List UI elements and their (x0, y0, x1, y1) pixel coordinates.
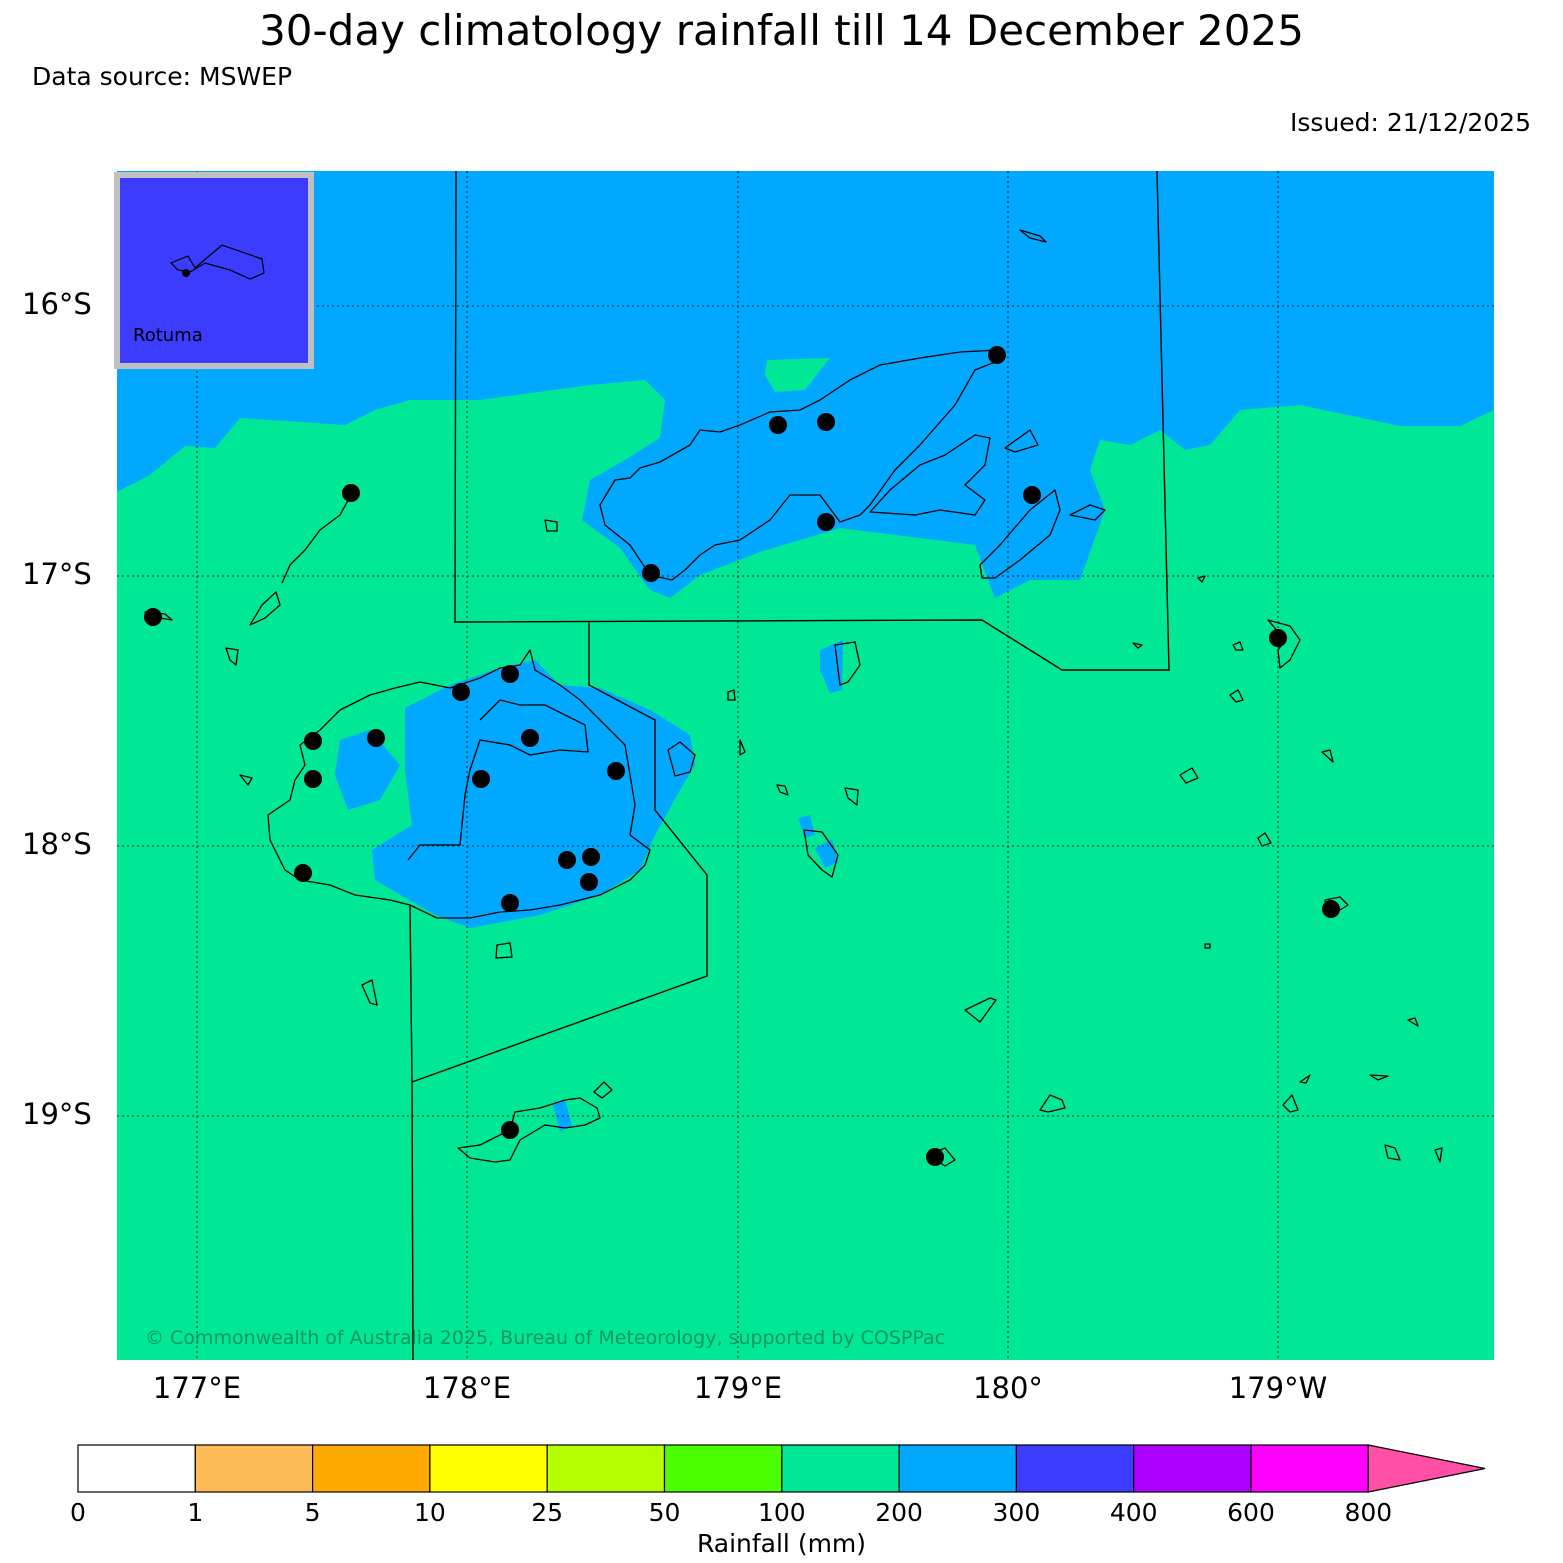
station-marker (988, 346, 1006, 364)
station-marker (642, 564, 660, 582)
lon-label-179e: 179°E (693, 1371, 783, 1405)
colorbar-tick-label: 1 (187, 1498, 204, 1527)
data-source: Data source: MSWEP (32, 62, 293, 91)
station-marker (580, 873, 598, 891)
lat-label-16s: 16°S (22, 287, 92, 321)
colorbar-segment (1015, 1444, 1135, 1493)
colorbar-tick-label: 50 (648, 1498, 681, 1527)
colorbar-segment (1133, 1444, 1252, 1493)
division-boundaries (409, 170, 1170, 1361)
lon-label-177e: 177°E (152, 1371, 242, 1405)
rainfall-zone-200-300-east (820, 640, 843, 693)
station-marker (501, 894, 519, 912)
station-marker (817, 513, 835, 531)
lon-label-179w: 179°W (1228, 1371, 1328, 1405)
map-title: 30-day climatology rainfall till 14 Dece… (259, 6, 1304, 55)
colorbar-tick-label: 800 (1344, 1498, 1393, 1527)
copyright-notice: © Commonwealth of Australia 2025, Bureau… (145, 1327, 946, 1349)
colorbar-tick-label: 25 (531, 1498, 564, 1527)
colorbar-segment (312, 1444, 431, 1493)
graticule (117, 171, 1494, 1360)
station-marker (607, 762, 625, 780)
station-marker (817, 413, 835, 431)
colorbar-label: Rainfall (mm) (696, 1529, 867, 1558)
station-marker (452, 683, 470, 701)
rainfall-zone-200-300-west (335, 730, 400, 810)
station-marker (769, 416, 787, 434)
lat-label-18s: 18°S (22, 827, 92, 861)
issued-date: Issued: 21/12/2025 (1290, 108, 1531, 137)
colorbar-segment (1250, 1444, 1369, 1493)
colorbar-segment (429, 1444, 548, 1493)
station-marker (472, 770, 490, 788)
inset-label: Rotuma (133, 325, 203, 346)
station-marker (501, 1121, 519, 1139)
lat-label-17s: 17°S (22, 557, 92, 591)
station-marker (294, 864, 312, 882)
station-marker (1023, 486, 1041, 504)
colorbar-tick-label: 100 (757, 1498, 806, 1527)
colorbar-tick-label: 5 (304, 1498, 321, 1527)
colorbar-segment (77, 1444, 196, 1493)
station-marker (304, 732, 322, 750)
station-marker (1322, 900, 1340, 918)
station-marker (1269, 629, 1287, 647)
station-marker (342, 484, 360, 502)
station-marker (144, 608, 162, 626)
station-marker (582, 848, 600, 866)
station-marker (304, 770, 322, 788)
colorbar-tick-label: 300 (992, 1498, 1041, 1527)
coastlines (144, 229, 1443, 1167)
station-marker (558, 851, 576, 869)
colorbar-segment (194, 1444, 314, 1493)
rainfall-zone-200-300-vitilevu (372, 660, 695, 928)
station-marker (501, 665, 519, 683)
colorbar-segment (898, 1444, 1017, 1493)
colorbar-segment (781, 1444, 900, 1493)
colorbar-segment (546, 1444, 666, 1493)
rotuma-inset: Rotuma (114, 172, 314, 369)
station-marker (521, 729, 539, 747)
lat-label-19s: 19°S (22, 1097, 92, 1131)
rainfall-zone-200-300-patch (765, 358, 830, 392)
station-marker (367, 729, 385, 747)
colorbar-tick-label: 600 (1227, 1498, 1275, 1527)
colorbar-tick-label: 10 (413, 1498, 446, 1527)
lon-label-178e: 178°E (422, 1371, 512, 1405)
station-marker (926, 1148, 944, 1166)
colorbar-extend-arrow (1367, 1444, 1486, 1493)
colorbar-tick-label: 200 (875, 1498, 923, 1527)
colorbar-tick-label: 400 (1109, 1498, 1158, 1527)
lon-label-180: 180° (973, 1371, 1043, 1405)
rain-gauge-stations (144, 346, 1340, 1166)
colorbar-tick-label: 0 (70, 1498, 86, 1527)
colorbar-segment (663, 1444, 783, 1493)
